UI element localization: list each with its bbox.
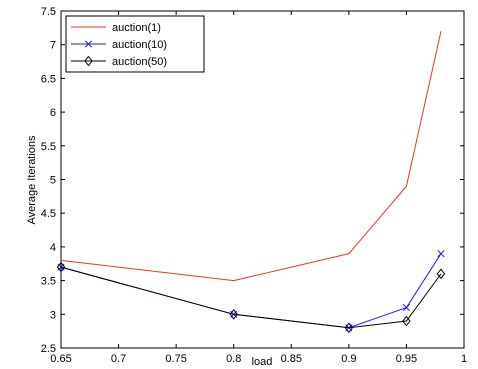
- y-tick-label: 4: [50, 242, 56, 254]
- y-tick-label: 6.5: [41, 73, 56, 85]
- y-tick-label: 6: [50, 107, 56, 119]
- data-point-3: [56, 261, 66, 273]
- legend-label-2: auction(10): [112, 39, 167, 51]
- data-point-2: [402, 304, 410, 312]
- legend-marker-3: [84, 55, 93, 67]
- series-line-3: [60, 266, 442, 329]
- data-point-2: [437, 250, 445, 258]
- data-point-3: [229, 308, 238, 320]
- y-tick-label: 5.5: [41, 141, 56, 153]
- data-point-3: [436, 268, 446, 280]
- legend-label-3: auction(50): [112, 56, 167, 68]
- x-tick-label: 0.65: [50, 353, 71, 365]
- legend-marker-2: [84, 40, 93, 48]
- x-marker-stroke: [402, 304, 410, 312]
- y-axis-ticks: 2.5 3 3.5 4 4.5 5 5.5 6 6.5 7 7.5: [41, 6, 464, 355]
- y-tick-label: 2.5: [41, 343, 56, 355]
- y-tick-label: 4.5: [41, 208, 56, 220]
- data-point-3: [402, 315, 411, 327]
- x-axis-ticks: 0.65 0.7 0.75 0.8 0.85 0.9 0.95 1: [50, 11, 467, 365]
- x-tick-label: 1: [461, 353, 467, 365]
- y-tick-label: 5: [50, 175, 56, 187]
- y-axis-label: Average Iterations: [26, 135, 38, 225]
- x-tick-label: 0.7: [111, 353, 126, 365]
- x-tick-label: 0.85: [281, 353, 302, 365]
- x-tick-label: 0.95: [396, 353, 417, 365]
- y-tick-label: 7.5: [41, 6, 56, 18]
- legend: auction(1) auction(10) auction(50): [65, 15, 205, 73]
- x-marker-stroke: [84, 40, 93, 48]
- x-tick-label: 0.75: [165, 353, 186, 365]
- x-marker-stroke: [437, 250, 445, 258]
- y-tick-label: 3.5: [41, 276, 56, 288]
- x-tick-label: 0.8: [226, 353, 241, 365]
- data-point-3: [344, 322, 354, 334]
- x-axis-label: load: [252, 356, 273, 368]
- y-tick-label: 3: [50, 309, 56, 321]
- x-tick-label: 0.9: [341, 353, 356, 365]
- legend-label-1: auction(1): [112, 22, 161, 34]
- series-layer: [56, 31, 446, 334]
- series-line-1: [60, 31, 442, 282]
- y-tick-label: 7: [50, 40, 56, 52]
